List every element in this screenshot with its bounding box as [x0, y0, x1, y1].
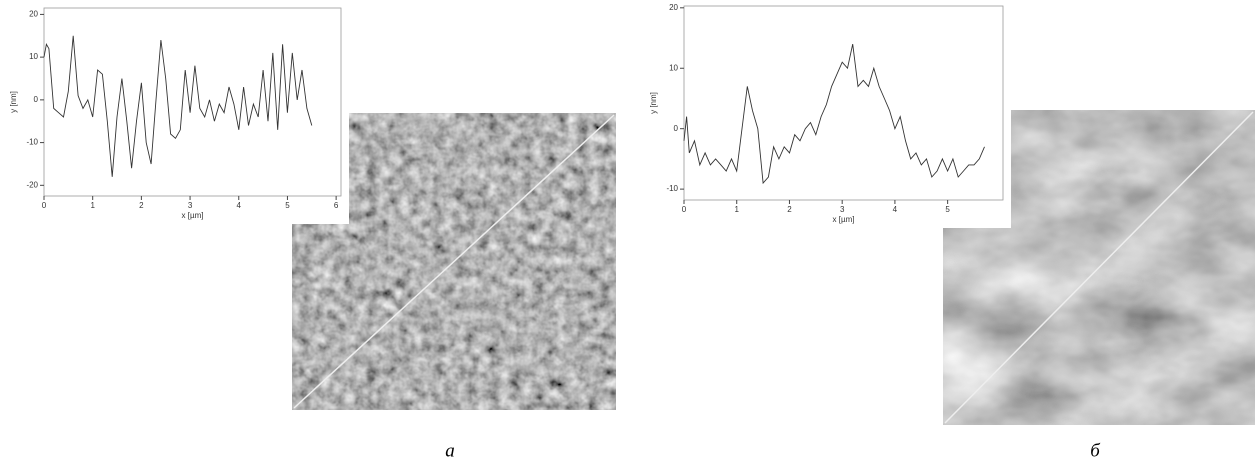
x-tick-label: 6: [334, 201, 339, 210]
x-axis-label: x [µm]: [833, 215, 855, 224]
y-tick-label: 20: [29, 10, 38, 19]
y-tick-label: -10: [26, 138, 38, 147]
x-tick-label: 0: [682, 205, 687, 214]
x-tick-label: 4: [893, 205, 898, 214]
y-tick-label: 0: [674, 124, 679, 133]
y-tick-label: -10: [666, 184, 678, 193]
x-tick-label: 5: [285, 201, 290, 210]
x-tick-label: 2: [787, 205, 792, 214]
x-tick-label: 5: [945, 205, 950, 214]
y-tick-label: 10: [29, 52, 38, 61]
x-tick-label: 2: [139, 201, 144, 210]
x-tick-label: 1: [90, 201, 95, 210]
chart-background: [2, 0, 349, 224]
x-tick-label: 0: [42, 201, 47, 210]
figure: а б -20-10010200123456x [µm]y [nm]-10010…: [0, 0, 1255, 465]
x-tick-label: 1: [735, 205, 740, 214]
x-axis-label: x [µm]: [182, 211, 204, 220]
x-tick-label: 3: [188, 201, 193, 210]
y-tick-label: 0: [34, 95, 39, 104]
chart-background: [642, 0, 1011, 228]
x-tick-label: 4: [237, 201, 242, 210]
y-tick-label: -20: [26, 180, 38, 189]
x-tick-label: 3: [840, 205, 845, 214]
caption: а: [445, 440, 455, 461]
y-axis-label: y [nm]: [9, 91, 18, 113]
y-axis-label: y [nm]: [649, 92, 658, 114]
caption: б: [1090, 440, 1101, 461]
y-tick-label: 20: [669, 3, 678, 12]
y-tick-label: 10: [669, 63, 678, 72]
